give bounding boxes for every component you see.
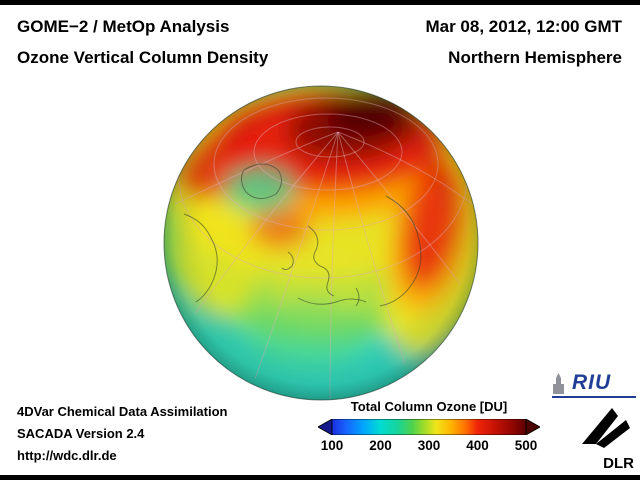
top-border-bar [0, 0, 640, 5]
dlr-logo-text: DLR [603, 455, 634, 472]
globe-limb-shading [164, 86, 478, 400]
riu-skyline-icon [553, 373, 564, 394]
header-left: GOME−2 / MetOp Analysis Ozone Vertical C… [17, 11, 268, 73]
colorbar-tick-labels: 100 200 300 400 500 [318, 438, 540, 454]
ozone-globe-map [163, 85, 479, 401]
colorbar-tick: 400 [466, 438, 489, 453]
product-title: Ozone Vertical Column Density [17, 48, 269, 67]
footer-credits: 4DVar Chemical Data Assimilation SACADA … [17, 401, 228, 467]
colorbar-title: Total Column Ozone [DU] [350, 399, 508, 414]
colorbar-tick: 300 [417, 438, 441, 453]
dlr-logo: DLR [572, 406, 634, 472]
riu-logo-underline [552, 396, 636, 398]
riu-logo: RIU [552, 372, 636, 398]
hemisphere-label: Northern Hemisphere [448, 48, 622, 67]
colorbar-tick: 100 [320, 438, 344, 453]
version-label: SACADA Version 2.4 [17, 426, 145, 441]
colorbar-legend: Total Column Ozone [DU] 100 200 300 400 … [318, 399, 540, 454]
assimilation-label: 4DVar Chemical Data Assimilation [17, 404, 228, 419]
riu-logo-text: RIU [572, 371, 612, 394]
colorbar-gradient-bar [331, 419, 527, 435]
colorbar-tick: 200 [369, 438, 392, 453]
bottom-border-bar [0, 475, 640, 480]
globe-outline [163, 85, 479, 401]
colorbar-tick: 500 [514, 438, 538, 453]
colorbar-underflow-arrow [318, 419, 333, 435]
instrument-title: GOME−2 / MetOp Analysis [17, 17, 230, 36]
header-right: Mar 08, 2012, 12:00 GMT Northern Hemisph… [425, 11, 622, 73]
datetime-label: Mar 08, 2012, 12:00 GMT [425, 17, 622, 36]
colorbar-overflow-arrow [525, 419, 540, 435]
dlr-wing-icon [582, 408, 630, 448]
website-url: http://wdc.dlr.de [17, 448, 117, 463]
colorbar-scale [318, 419, 540, 435]
